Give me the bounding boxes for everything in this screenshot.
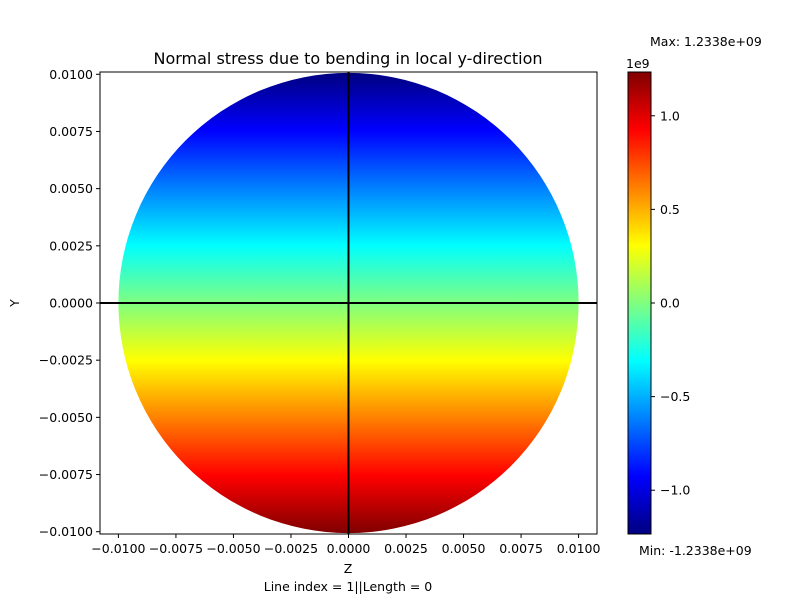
x-axis-label: Z [344,561,353,576]
x-axis-ticks: −0.0100 −0.0075 −0.0050 −0.0025 0.0000 0.0025… [91,534,601,556]
y-tick-label: −0.0050 [39,410,93,425]
colorbar-tick-label: −1.0 [660,483,690,498]
x-tick-label: 0.0025 [384,541,428,556]
x-tick-label: −0.0025 [264,541,318,556]
x-tick-label: 0.0100 [557,541,601,556]
x-tick-label: −0.0050 [206,541,260,556]
colorbar-tick-label: 1.0 [660,108,680,123]
colorbar-tick-label: 0.0 [660,296,680,311]
y-tick-label: 0.0075 [49,124,93,139]
x-tick-label: 0.0000 [327,541,371,556]
colorbar: −1.0 −0.5 0.0 0.5 1.0 [627,71,690,535]
max-value-label: Max: 1.2338e+09 [650,34,762,49]
y-tick-label: −0.0075 [39,467,93,482]
x-tick-label: 0.0075 [499,541,543,556]
colorbar-tick-label: 0.5 [660,202,680,217]
x-tick-label: −0.0100 [91,541,145,556]
x-tick-label: 0.0050 [442,541,486,556]
y-tick-label: 0.0100 [49,67,93,82]
y-tick-label: 0.0025 [49,238,93,253]
y-tick-label: −0.0025 [39,353,93,368]
plot-area [99,71,598,535]
colorbar-tick-label: −0.5 [660,389,690,404]
colorbar-gradient [627,71,652,535]
colorbar-scale-label: 1e9 [626,56,650,71]
y-tick-label: −0.0100 [39,524,93,539]
y-axis-ticks: −0.0100 −0.0075 −0.0050 −0.0025 0.0000 0.0025… [39,67,100,539]
colorbar-ticks: −1.0 −0.5 0.0 0.5 1.0 [651,108,690,498]
x-tick-label: −0.0075 [149,541,203,556]
footer-text: Line index = 1||Length = 0 [264,579,433,594]
y-tick-label: 0.0000 [49,296,93,311]
y-axis-label: Y [7,299,22,308]
chart-title: Normal stress due to bending in local y-… [153,49,542,68]
min-value-label: Min: -1.2338e+09 [639,543,752,558]
y-tick-label: 0.0050 [49,181,93,196]
